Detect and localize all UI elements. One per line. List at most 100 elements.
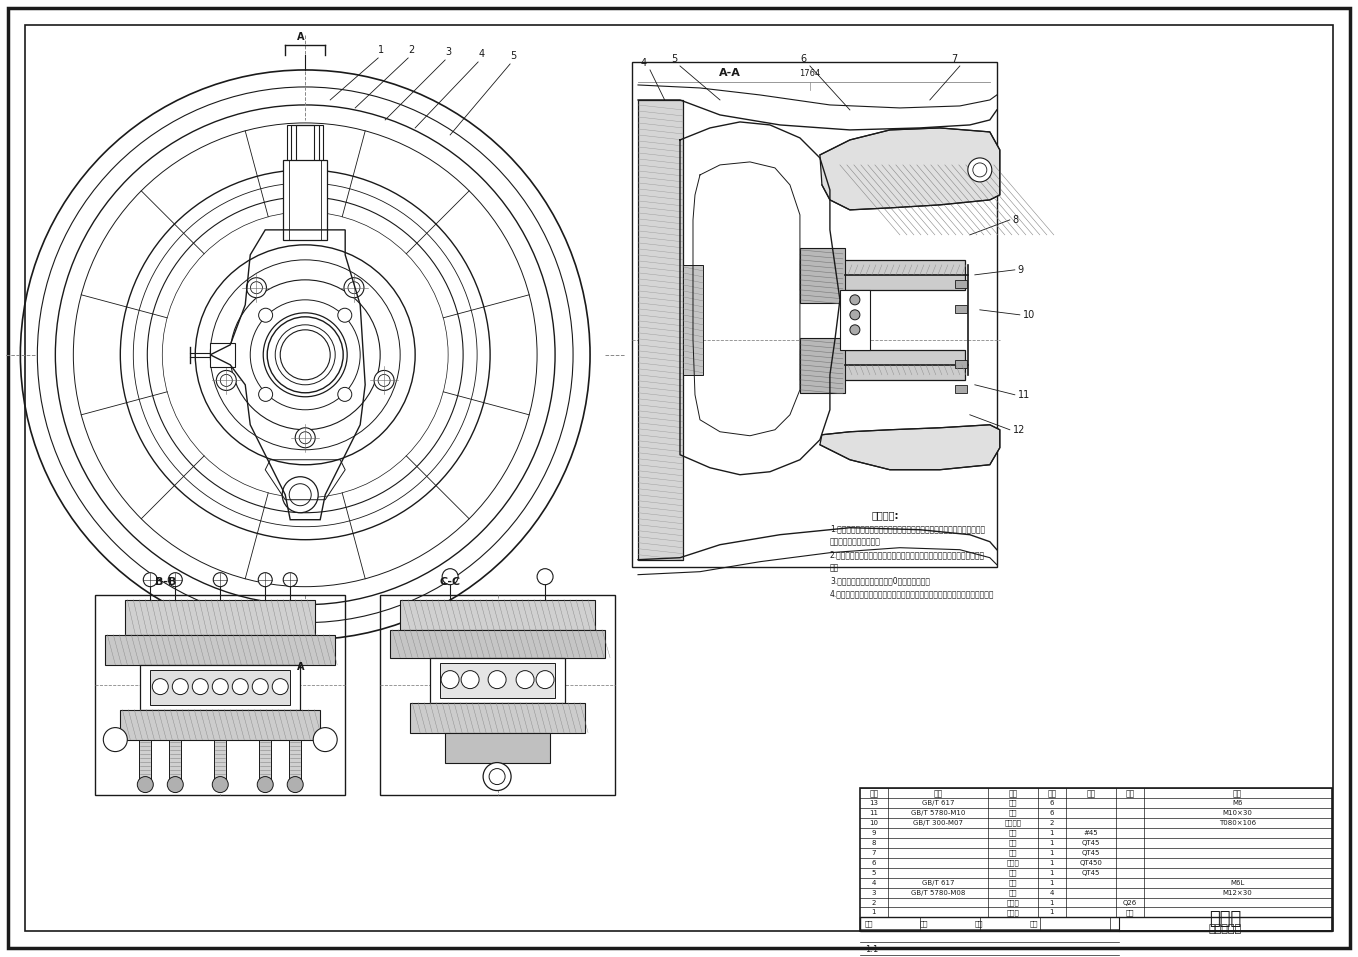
Text: 13: 13 [869, 799, 879, 806]
Circle shape [172, 679, 189, 695]
Circle shape [144, 572, 158, 587]
Bar [800, 248, 845, 302]
Bar [289, 160, 322, 240]
Bar [125, 600, 315, 634]
Bar [860, 918, 1332, 931]
Bar [95, 594, 345, 794]
Bar [839, 290, 870, 350]
Text: 4: 4 [1050, 889, 1054, 896]
Circle shape [212, 776, 228, 792]
Text: 螺栓: 螺栓 [1009, 879, 1017, 886]
Circle shape [850, 310, 860, 320]
Circle shape [152, 679, 168, 695]
Text: 数量: 数量 [1047, 790, 1057, 798]
Bar [955, 279, 967, 288]
Circle shape [338, 388, 352, 401]
Bar [955, 385, 967, 392]
Text: T080×106: T080×106 [1219, 819, 1256, 826]
Bar [410, 702, 585, 733]
Text: M6L: M6L [1230, 879, 1245, 885]
Text: Q26: Q26 [1123, 900, 1137, 905]
Bar [445, 733, 550, 763]
Circle shape [536, 568, 553, 585]
Circle shape [282, 477, 318, 513]
Bar [289, 740, 301, 780]
Text: 序号: 序号 [869, 790, 879, 798]
Text: 9: 9 [872, 830, 876, 835]
Text: 制动盘: 制动盘 [1006, 900, 1020, 906]
Text: M12×30: M12×30 [1222, 889, 1252, 896]
Circle shape [373, 370, 394, 390]
Text: 4: 4 [478, 49, 485, 59]
Text: QT45: QT45 [1081, 850, 1100, 856]
Bar [800, 338, 845, 392]
Bar [800, 350, 964, 380]
Bar [170, 740, 181, 780]
Text: 批准: 批准 [1029, 921, 1039, 927]
Circle shape [288, 776, 303, 792]
Text: GB/T 5780-M10: GB/T 5780-M10 [911, 810, 966, 815]
Text: 技术要求:: 技术要求: [870, 510, 899, 520]
Text: 1: 1 [1050, 909, 1054, 916]
Circle shape [850, 295, 860, 305]
Circle shape [441, 671, 459, 689]
Text: 8: 8 [1013, 215, 1018, 225]
Text: 1: 1 [1050, 850, 1054, 856]
Text: 1: 1 [1050, 839, 1054, 846]
Circle shape [462, 671, 479, 689]
Text: 6: 6 [1050, 799, 1054, 806]
Text: A: A [296, 661, 304, 672]
Bar [106, 634, 335, 664]
Text: 1: 1 [872, 909, 876, 916]
Text: 3: 3 [445, 47, 451, 57]
Bar [121, 709, 320, 740]
Text: 1: 1 [1050, 900, 1054, 905]
Circle shape [850, 324, 860, 335]
Bar [210, 343, 235, 367]
Text: 螺母: 螺母 [1009, 889, 1017, 896]
Text: 4: 4 [872, 879, 876, 885]
Bar [440, 662, 555, 698]
Text: 3: 3 [872, 889, 876, 896]
Text: A: A [296, 32, 304, 42]
Circle shape [258, 388, 273, 401]
Text: 4: 4 [641, 58, 646, 68]
Text: #45: #45 [1084, 830, 1099, 835]
Text: GB/T 617: GB/T 617 [922, 799, 955, 806]
Text: 6: 6 [1050, 810, 1054, 815]
Bar [631, 62, 997, 567]
Polygon shape [820, 128, 999, 210]
Bar [430, 657, 565, 702]
Bar [288, 125, 323, 234]
Text: GB/T 617: GB/T 617 [922, 879, 955, 885]
Circle shape [272, 679, 288, 695]
Bar [215, 740, 227, 780]
Text: 10: 10 [1023, 310, 1035, 320]
Text: 2: 2 [1050, 819, 1054, 826]
Text: 1: 1 [1050, 830, 1054, 835]
Circle shape [443, 568, 458, 585]
Circle shape [258, 572, 272, 587]
Bar [955, 360, 967, 367]
Text: 9: 9 [1017, 265, 1024, 275]
Text: 围。: 围。 [830, 564, 839, 572]
Text: M6: M6 [1233, 799, 1243, 806]
Text: 备注: 备注 [1233, 790, 1243, 798]
Polygon shape [820, 425, 999, 470]
Text: 轮毂: 轮毂 [1009, 850, 1017, 857]
Text: 11: 11 [869, 810, 879, 815]
Circle shape [284, 572, 297, 587]
Circle shape [168, 572, 182, 587]
Circle shape [193, 679, 208, 695]
Text: QT45: QT45 [1081, 839, 1100, 846]
Text: B-B: B-B [155, 577, 177, 587]
Text: 1: 1 [378, 45, 384, 55]
Text: 螺母: 螺母 [1009, 799, 1017, 806]
Text: 螺栓: 螺栓 [1009, 810, 1017, 816]
Text: 螺栓组: 螺栓组 [1006, 859, 1020, 866]
Circle shape [314, 727, 337, 751]
Bar [800, 260, 964, 290]
Text: 名称: 名称 [1008, 790, 1017, 798]
Text: 坯，表面进行处理处理。: 坯，表面进行处理处理。 [830, 538, 881, 546]
Text: 2: 2 [872, 900, 876, 905]
